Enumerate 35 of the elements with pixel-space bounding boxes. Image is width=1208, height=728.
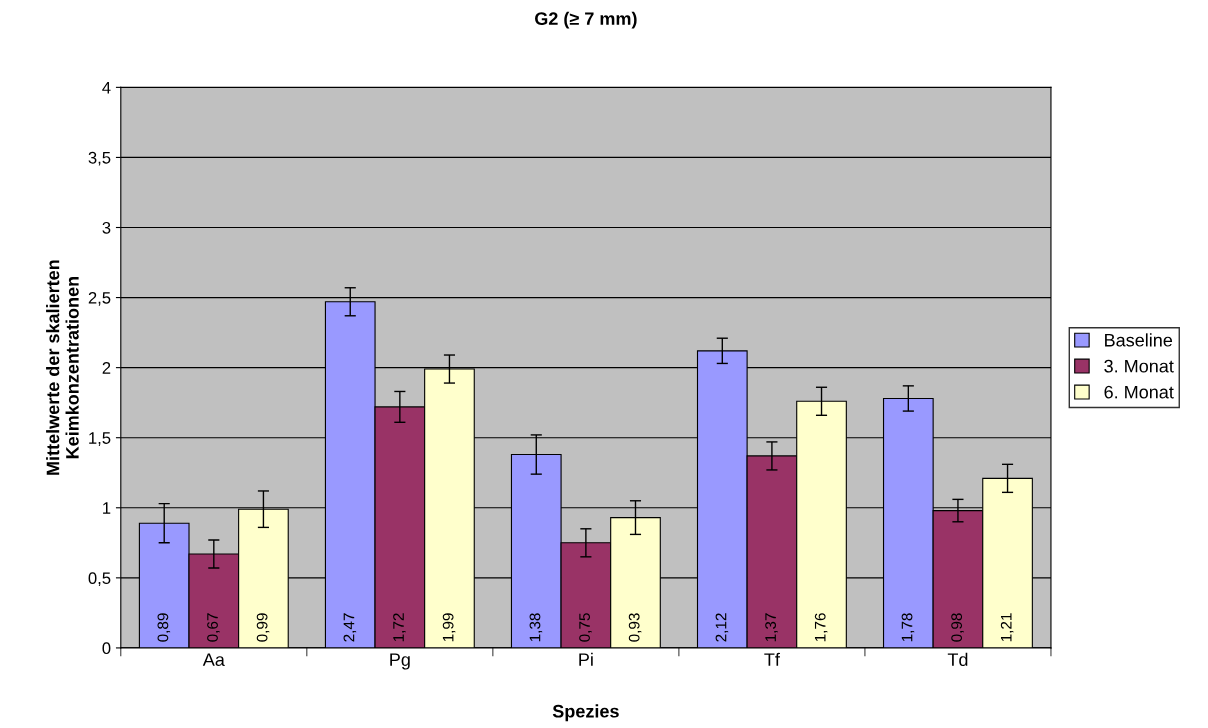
data-label: 0,99 bbox=[256, 613, 270, 642]
data-label: 1,76 bbox=[814, 613, 828, 642]
data-label: 2,12 bbox=[715, 613, 729, 642]
y-tick-label: 3,5 bbox=[88, 151, 111, 166]
y-tick-label: 2,5 bbox=[88, 291, 111, 306]
data-label: 0,89 bbox=[157, 613, 171, 642]
y-tick-label: 2 bbox=[102, 362, 111, 374]
legend-label: 3. Monat bbox=[1104, 359, 1174, 373]
x-tick-label: Pi bbox=[579, 652, 593, 666]
data-label: 2,47 bbox=[343, 613, 357, 642]
chart-title: G2 (≥ 7 mm) bbox=[535, 11, 637, 29]
data-label: 0,93 bbox=[628, 613, 642, 642]
data-label: 1,72 bbox=[393, 613, 406, 642]
x-tick-label: Pg bbox=[390, 653, 410, 670]
data-label: 1,38 bbox=[529, 613, 543, 642]
y-axis-title: Mittelwerte der skalierten Keimkonzentrationen bbox=[46, 260, 79, 475]
data-label: 1,99 bbox=[442, 613, 456, 642]
data-label: 0,75 bbox=[579, 613, 592, 642]
x-tick-label: Tf bbox=[764, 652, 780, 666]
y-tick-label: 1 bbox=[103, 502, 111, 514]
data-label: 0,67 bbox=[207, 613, 220, 642]
y-tick-label: 0,5 bbox=[88, 572, 111, 587]
x-tick-label: Aa bbox=[202, 653, 225, 667]
x-axis-title: Spezies bbox=[552, 704, 619, 722]
y-tick-label: 3 bbox=[102, 221, 111, 234]
x-tick-label: Td bbox=[947, 652, 968, 667]
legend-label: 6. Monat bbox=[1104, 385, 1174, 399]
y-tick-label: 1,5 bbox=[89, 432, 111, 446]
data-label: 1,78 bbox=[901, 613, 915, 642]
data-label: 1,21 bbox=[1000, 613, 1014, 642]
data-label: 0,98 bbox=[951, 613, 964, 642]
y-tick-label: 0 bbox=[102, 642, 111, 655]
y-tick-label: 4 bbox=[102, 81, 111, 94]
legend-label: Baseline bbox=[1105, 333, 1173, 347]
data-label: 1,37 bbox=[765, 613, 778, 642]
